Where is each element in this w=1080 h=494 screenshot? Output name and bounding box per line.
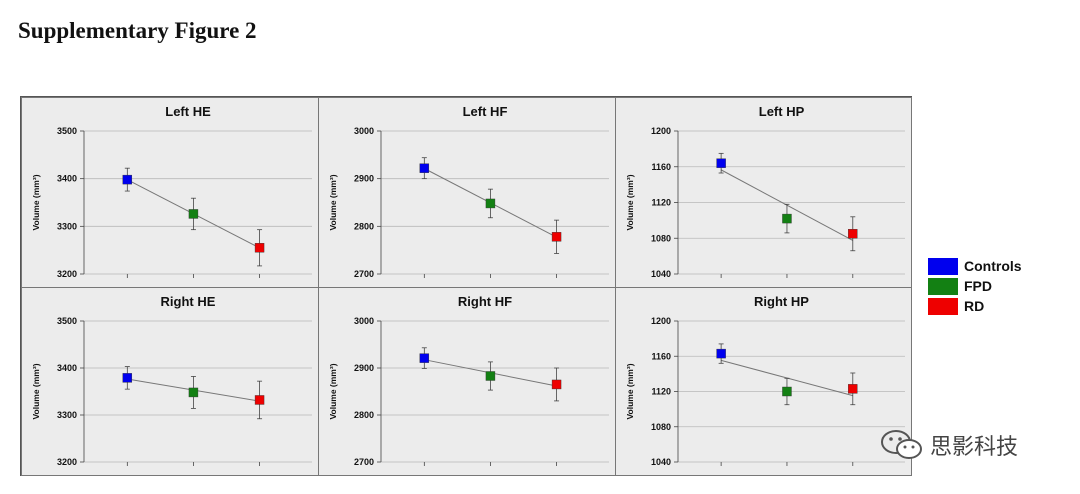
y-tick-label: 1200 bbox=[651, 316, 671, 326]
y-axis-label: Volume (mm³) bbox=[328, 363, 338, 419]
data-point-fpd bbox=[188, 209, 199, 219]
chart-title: Left HF bbox=[463, 104, 508, 119]
legend-swatch-rd bbox=[928, 297, 958, 315]
y-tick-label: 3200 bbox=[57, 269, 77, 279]
y-tick-label: 2800 bbox=[354, 410, 374, 420]
legend-label-rd: RD bbox=[964, 298, 985, 314]
chart-panel-right-hp: Right HP Volume (mm³) 1040 1080 1120 1160 1200 bbox=[615, 287, 912, 476]
y-axis-label: Volume (mm³) bbox=[328, 174, 338, 230]
legend: Controls FPD RD bbox=[928, 256, 1022, 316]
legend-swatch-controls bbox=[928, 257, 958, 275]
data-point-controls bbox=[419, 353, 430, 363]
data-point-fpd bbox=[782, 213, 792, 224]
chart-svg: Left HE Volume (mm³) 3200 3300 3400 3500 bbox=[31, 104, 312, 279]
y-tick-label: 1160 bbox=[651, 351, 671, 361]
y-tick-label: 3000 bbox=[354, 316, 374, 326]
data-point-controls bbox=[716, 348, 726, 359]
data-point-controls bbox=[419, 163, 430, 173]
y-tick-label: 3500 bbox=[57, 316, 77, 326]
y-tick-label: 3500 bbox=[57, 126, 77, 136]
y-tick-label: 1080 bbox=[651, 422, 671, 432]
y-tick-label: 1120 bbox=[651, 387, 671, 397]
chart-panel-left-hf: Left HF Volume (mm³) 2700 2800 2900 3000 bbox=[318, 97, 616, 288]
y-tick-label: 1160 bbox=[651, 162, 671, 172]
y-tick-label: 3300 bbox=[57, 221, 77, 231]
y-axis-label: Volume (mm³) bbox=[625, 363, 635, 419]
y-axis-label: Volume (mm³) bbox=[625, 174, 635, 230]
chart-panel-right-hf: Right HF Volume (mm³) 2700 2800 2900 3000 bbox=[318, 287, 616, 476]
chart-svg: Right HF Volume (mm³) 2700 2800 2900 3000 bbox=[328, 294, 609, 467]
watermark: 思影科技 bbox=[880, 428, 1018, 462]
wechat-icon bbox=[881, 430, 922, 459]
chart-title: Left HE bbox=[165, 104, 211, 119]
y-tick-label: 2700 bbox=[354, 269, 374, 279]
chart-grid: Left HE Volume (mm³) 3200 3300 3400 3500 Left… bbox=[20, 96, 912, 476]
y-tick-label: 1200 bbox=[651, 126, 671, 136]
chart-title: Right HE bbox=[161, 294, 216, 309]
figure-title: Supplementary Figure 2 bbox=[18, 18, 257, 43]
y-tick-label: 3000 bbox=[354, 126, 374, 136]
data-point-rd bbox=[254, 243, 265, 253]
chart-title: Left HP bbox=[759, 104, 805, 119]
y-tick-label: 3400 bbox=[57, 363, 77, 373]
legend-item-controls: Controls bbox=[928, 256, 1022, 276]
data-point-rd bbox=[254, 395, 265, 405]
chart-panel-left-hp: Left HP Volume (mm³) 1040 1080 1120 1160 1200 bbox=[615, 97, 912, 288]
chart-svg: Right HP Volume (mm³) 1040 1080 1120 1160 1200 bbox=[625, 294, 905, 467]
y-axis-label: Volume (mm³) bbox=[31, 363, 41, 419]
data-point-rd bbox=[551, 379, 562, 390]
chart-panel-right-he: Right HE Volume (mm³) 3200 3300 3400 3500 bbox=[21, 287, 319, 476]
chart-panel-left-he: Left HE Volume (mm³) 3200 3300 3400 3500 bbox=[21, 97, 319, 288]
y-tick-label: 1040 bbox=[651, 457, 671, 467]
y-tick-label: 1120 bbox=[651, 198, 671, 208]
y-tick-label: 1080 bbox=[651, 233, 671, 243]
legend-item-rd: RD bbox=[928, 296, 1022, 316]
data-point-fpd bbox=[485, 371, 496, 381]
data-point-fpd bbox=[485, 198, 496, 209]
data-point-rd bbox=[848, 229, 858, 239]
y-axis-label: Volume (mm³) bbox=[31, 174, 41, 230]
data-point-controls bbox=[122, 373, 133, 383]
y-tick-label: 2800 bbox=[354, 221, 374, 231]
y-tick-label: 1040 bbox=[651, 269, 671, 279]
y-tick-label: 3300 bbox=[57, 410, 77, 420]
chart-svg: Left HP Volume (mm³) 1040 1080 1120 1160 1200 bbox=[625, 104, 905, 279]
chart-svg: Right HE Volume (mm³) 3200 3300 3400 3500 bbox=[31, 294, 312, 467]
chart-title: Right HP bbox=[754, 294, 809, 309]
data-point-fpd bbox=[782, 386, 792, 397]
data-point-rd bbox=[551, 232, 562, 242]
legend-item-fpd: FPD bbox=[928, 276, 1022, 296]
y-tick-label: 2900 bbox=[354, 363, 374, 373]
legend-label-controls: Controls bbox=[964, 258, 1022, 274]
watermark-text: 思影科技 bbox=[930, 435, 1019, 460]
data-point-fpd bbox=[188, 387, 199, 398]
y-tick-label: 3200 bbox=[57, 457, 77, 467]
data-point-rd bbox=[848, 384, 858, 394]
legend-label-fpd: FPD bbox=[964, 278, 992, 294]
y-tick-label: 3400 bbox=[57, 174, 77, 184]
chart-title: Right HF bbox=[458, 294, 512, 309]
chart-svg: Left HF Volume (mm³) 2700 2800 2900 3000 bbox=[328, 104, 609, 279]
data-point-controls bbox=[122, 174, 133, 185]
data-point-controls bbox=[716, 158, 726, 168]
y-tick-label: 2900 bbox=[354, 174, 374, 184]
y-tick-label: 2700 bbox=[354, 457, 374, 467]
legend-swatch-fpd bbox=[928, 277, 958, 295]
